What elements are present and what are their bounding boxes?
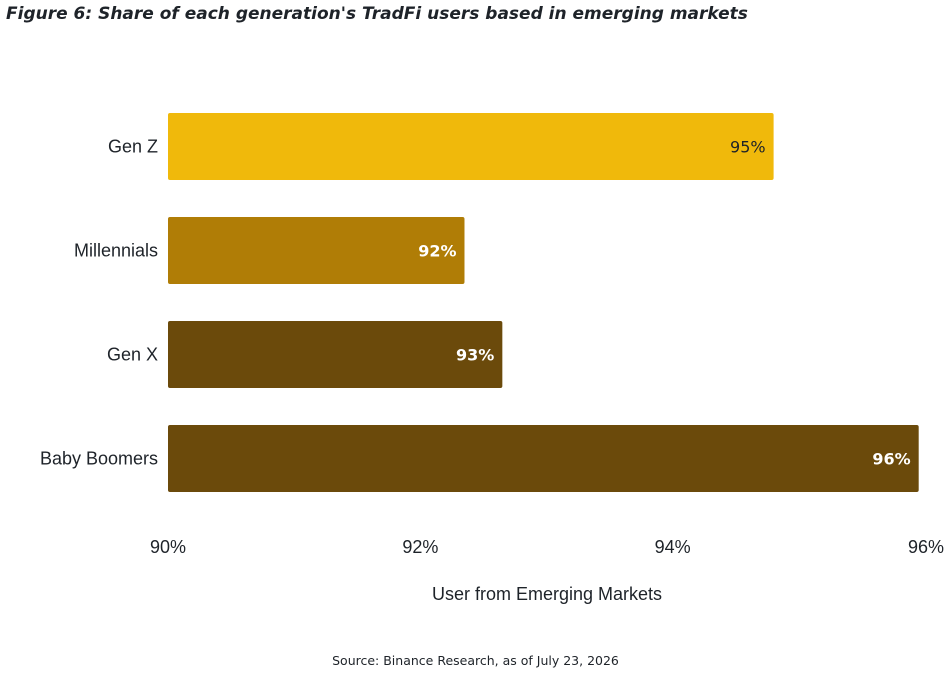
category-label-gen-x: Gen X [107, 345, 158, 365]
x-tick-label: 92% [402, 537, 438, 557]
data-label-gen-x: 93% [456, 346, 494, 365]
category-label-gen-z: Gen Z [108, 137, 158, 157]
category-label-millennials: Millennials [74, 241, 158, 261]
bars-layer: Gen Z 95% Millennials 92% Gen X 93% Baby Boome… [40, 113, 919, 492]
source-note: Source: Binance Research, as of July 23,… [332, 653, 619, 668]
bar-baby-boomers [168, 425, 919, 492]
ticks-layer: 90% 92% 94% 96% [150, 537, 944, 557]
data-label-baby-boomers: 96% [872, 450, 910, 469]
bar-gen-x [168, 321, 503, 388]
data-label-gen-z: 95% [730, 138, 766, 157]
x-tick-label: 90% [150, 537, 186, 557]
bar-millennials [168, 217, 465, 284]
x-axis-label: User from Emerging Markets [432, 584, 662, 604]
category-label-baby-boomers: Baby Boomers [40, 449, 158, 469]
x-tick-label: 96% [908, 537, 944, 557]
data-label-millennials: 92% [418, 242, 456, 261]
bar-gen-z [168, 113, 774, 180]
figure-title: Figure 6: Share of each generation's Tra… [6, 4, 748, 24]
x-tick-label: 94% [655, 537, 691, 557]
